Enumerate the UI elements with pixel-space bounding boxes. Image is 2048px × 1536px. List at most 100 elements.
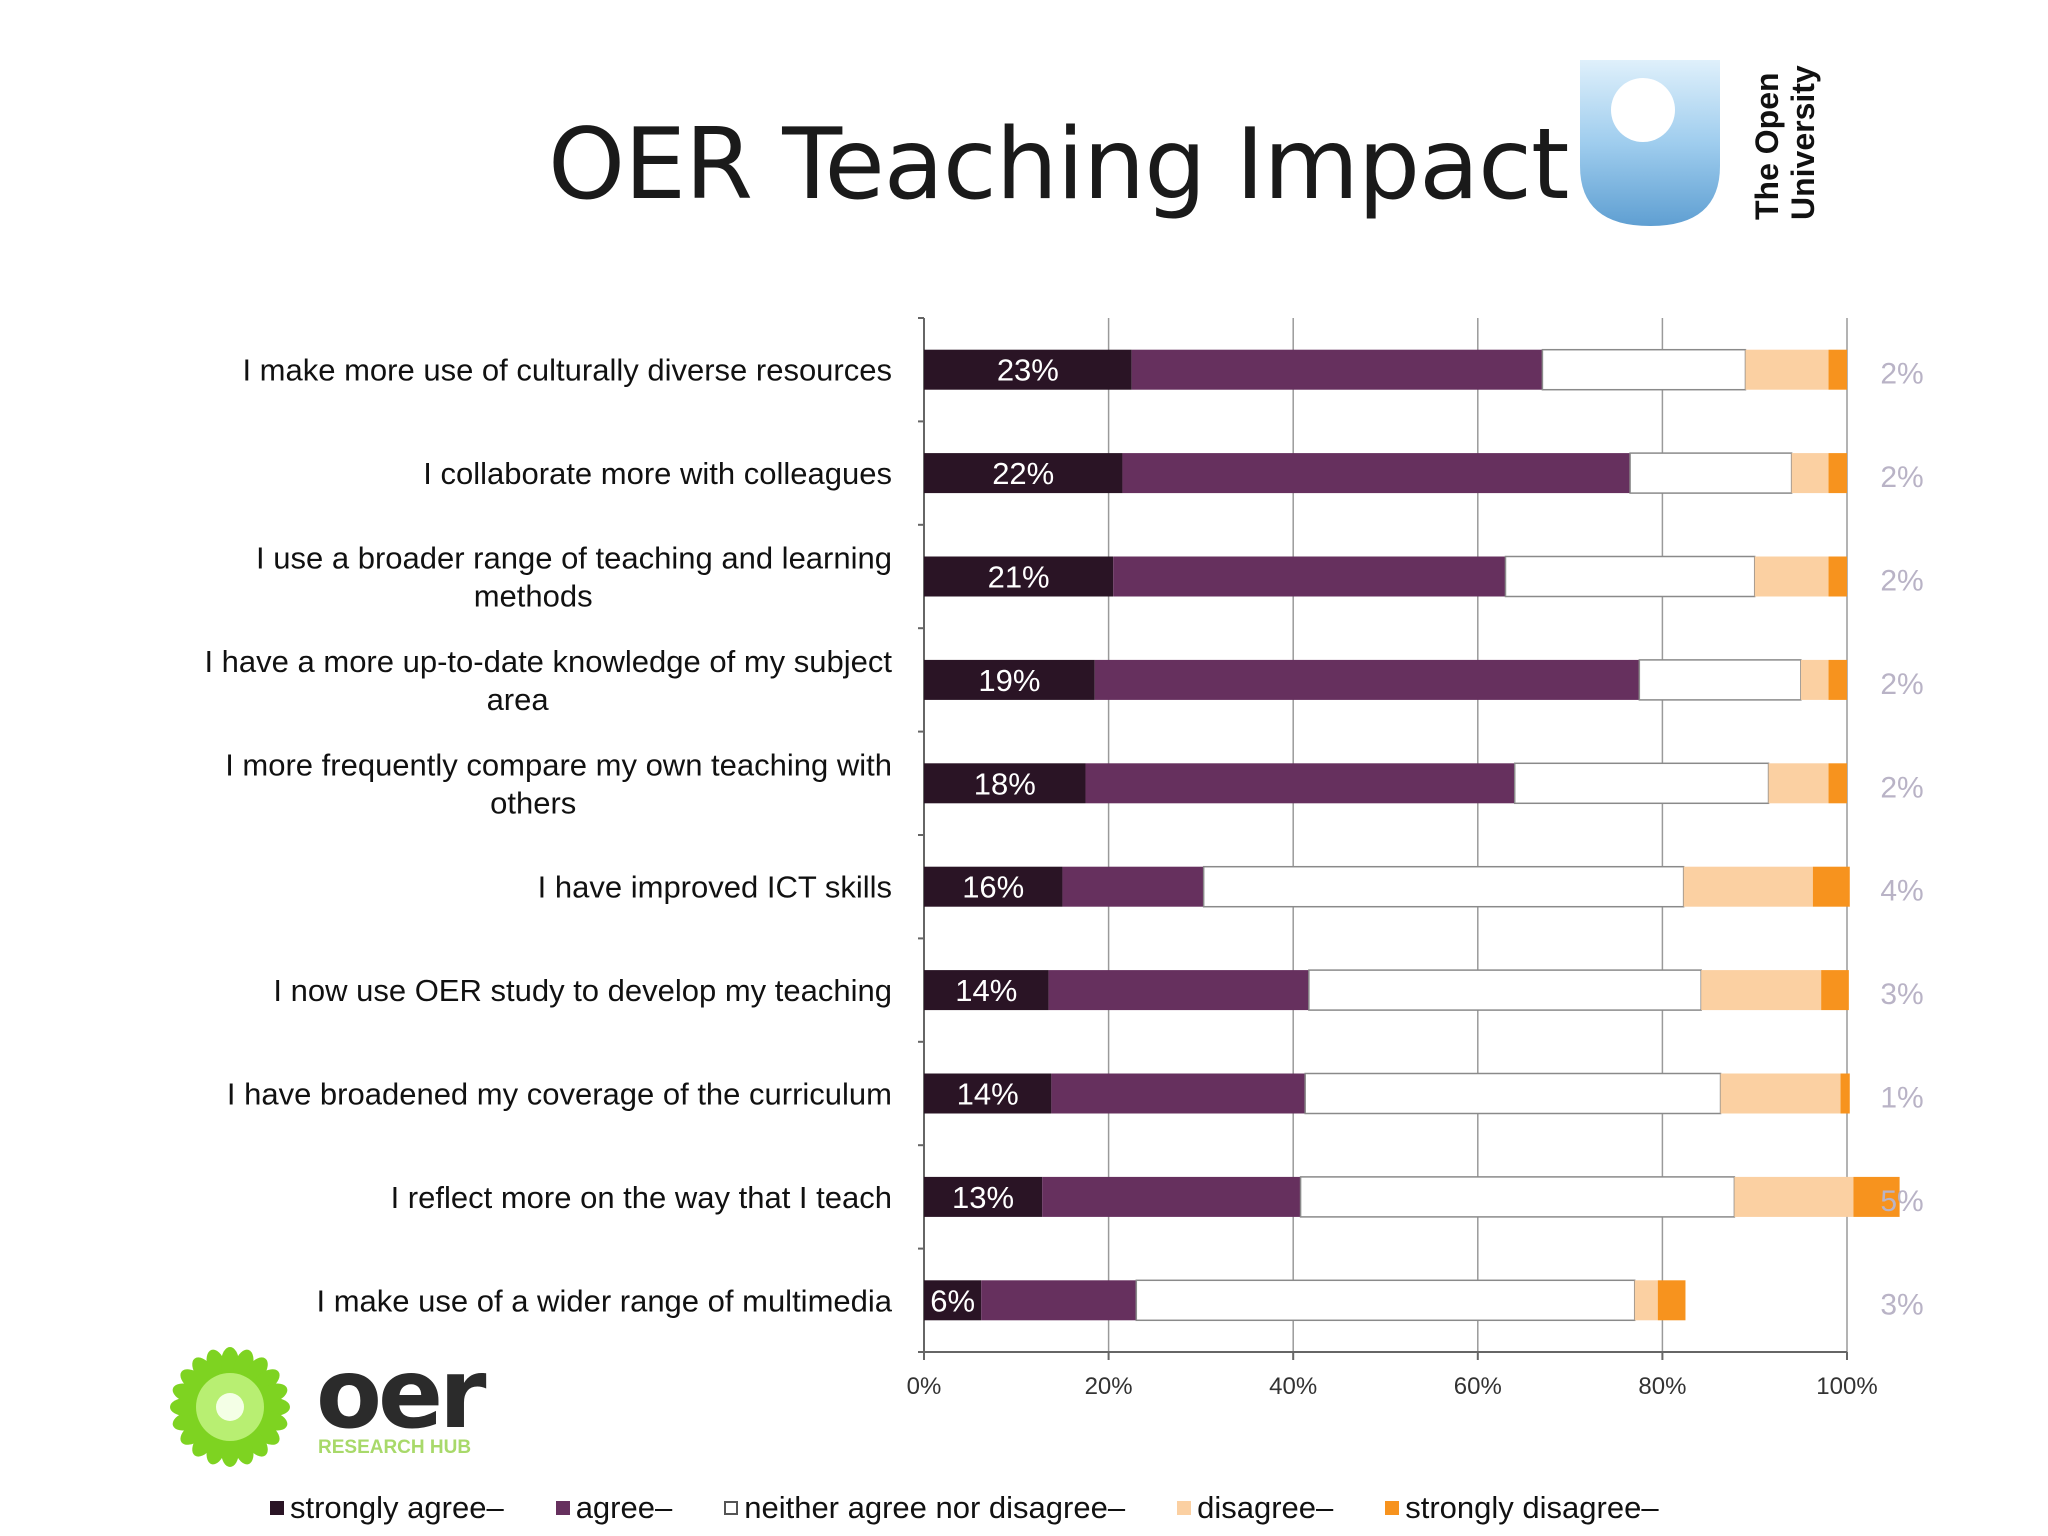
sunburst-petal	[180, 1420, 209, 1445]
bar-segment-strongly-disagree	[1828, 453, 1847, 494]
bar-value-label: 19%	[978, 663, 1040, 698]
x-tick-label: 100%	[1816, 1373, 1877, 1400]
legend-label: strongly agree–	[290, 1490, 504, 1525]
bar-value-label: 14%	[955, 973, 1017, 1008]
sunburst-petal	[243, 1428, 268, 1457]
chart-legend: strongly agree– agree– neither agree nor d…	[270, 1488, 1970, 1528]
bar-segment-strongly-agree	[924, 556, 1114, 597]
bar-value-label: 18%	[974, 766, 1036, 801]
category-label: I make more use of culturally diverse re…	[242, 353, 892, 388]
legend-swatch	[555, 1501, 570, 1515]
bar-segment-neither-agree-nor-disagree	[1513, 762, 1770, 805]
legend-label: disagree–	[1197, 1490, 1334, 1525]
bar-segment-disagree	[1768, 763, 1829, 804]
bar-segment-strongly-agree	[924, 659, 1095, 700]
end-value-label: 2%	[1880, 358, 1923, 391]
bar-segment-neither-agree-nor-disagree	[1504, 555, 1756, 598]
bar-value-label: 14%	[957, 1077, 1019, 1112]
category-label: I have improved ICT skills	[538, 870, 892, 905]
legend-swatch	[1177, 1501, 1192, 1515]
bar-segment-neither-agree-nor-disagree	[1308, 969, 1702, 1011]
bar-segment-agree	[981, 1280, 1137, 1321]
category-label: I more frequently compare my own teachin…	[225, 747, 892, 820]
bar-segment-neither-agree-nor-disagree	[1638, 659, 1802, 701]
bar-segment-strongly-agree	[924, 453, 1123, 494]
bar-segment-disagree	[1683, 866, 1813, 907]
x-tick-label: 80%	[1638, 1373, 1686, 1400]
category-label: I collaborate more with colleagues	[423, 456, 892, 491]
bar-segment-disagree	[1634, 1280, 1658, 1321]
sunburst-petal	[233, 1433, 254, 1465]
x-tick-label: 20%	[1085, 1373, 1133, 1400]
category-label: I make use of a wider range of multimedi…	[317, 1283, 893, 1318]
ou-text-line-2: University	[1785, 65, 1821, 220]
sunburst-petal	[206, 1349, 227, 1381]
bar-value-label: 22%	[992, 456, 1054, 491]
open-university-logo: The Open University	[1580, 60, 1821, 226]
sunburst-petal	[192, 1357, 217, 1386]
sunburst-petal	[251, 1369, 280, 1394]
bar-segment-neither-agree-nor-disagree	[1629, 452, 1793, 494]
sunburst-petal	[192, 1428, 217, 1457]
bar-segment-strongly-agree	[924, 1176, 1043, 1217]
legend-item: disagree–	[1177, 1490, 1333, 1526]
bar-segment-strongly-disagree	[1840, 1073, 1850, 1114]
oer-logo-subtext: RESEARCH HUB	[318, 1437, 471, 1458]
x-tick-label: 60%	[1454, 1373, 1502, 1400]
bar-segment-neither-agree-nor-disagree	[1299, 1176, 1736, 1218]
legend-label: agree–	[575, 1490, 673, 1525]
end-value-label: 5%	[1880, 1185, 1923, 1218]
sunburst-petal	[251, 1420, 280, 1445]
bar-segment-strongly-disagree	[1821, 970, 1849, 1011]
bar-segment-agree	[1094, 659, 1640, 700]
sunburst-petal	[172, 1410, 204, 1431]
bar-segment-strongly-disagree	[1828, 763, 1847, 804]
legend-swatch	[1385, 1501, 1400, 1515]
end-value-label: 3%	[1880, 1288, 1923, 1321]
legend-label: strongly disagree–	[1405, 1490, 1659, 1525]
x-tick-label: 0%	[907, 1373, 942, 1400]
bar-segment-disagree	[1800, 659, 1829, 700]
bar-segment-agree	[1113, 556, 1506, 597]
bar-value-label: 23%	[997, 353, 1059, 388]
category-label: I have a more up-to-date knowledge of my…	[204, 644, 892, 717]
bar-segment-strongly-agree	[924, 970, 1049, 1011]
sunburst-center	[216, 1393, 244, 1421]
category-label: I reflect more on the way that I teach	[391, 1180, 892, 1215]
bar-segment-strongly-agree	[924, 349, 1132, 390]
bar-segment-disagree	[1791, 453, 1829, 494]
bar-segment-strongly-agree	[924, 866, 1063, 907]
bar-segment-neither-agree-nor-disagree	[1541, 348, 1747, 391]
bar-segment-strongly-agree	[924, 1280, 982, 1321]
legend-item: strongly agree–	[270, 1490, 504, 1526]
bar-segment-strongly-agree	[924, 763, 1086, 804]
chart-title: OER Teaching Impact	[548, 108, 1569, 222]
legend-swatch	[270, 1501, 284, 1515]
legend-item: strongly disagree–	[1385, 1490, 1659, 1526]
bar-segment-neither-agree-nor-disagree	[1202, 865, 1685, 908]
bar-value-label: 13%	[952, 1180, 1014, 1215]
bar-segment-agree	[1042, 1176, 1301, 1217]
end-value-label: 3%	[1880, 978, 1923, 1011]
bar-segment-disagree	[1720, 1073, 1841, 1114]
end-value-label: 4%	[1880, 875, 1923, 908]
sunburst-petal	[243, 1357, 268, 1386]
bar-segment-agree	[1085, 763, 1515, 804]
bar-segment-agree	[1051, 1073, 1306, 1114]
bar-segment-strongly-disagree	[1828, 659, 1847, 700]
end-value-label: 2%	[1880, 668, 1923, 701]
oer-logo-text: oer	[316, 1345, 487, 1450]
legend-label: neither agree nor disagree–	[744, 1490, 1126, 1525]
bar-segment-strongly-agree	[924, 1073, 1052, 1114]
oer-sunburst-icon	[170, 1347, 290, 1467]
bar-segment-agree	[1048, 970, 1309, 1011]
bar-segment-agree	[1131, 349, 1543, 390]
bar-segment-disagree	[1701, 970, 1822, 1011]
end-value-label: 2%	[1880, 565, 1923, 598]
bar-segment-neither-agree-nor-disagree	[1304, 1072, 1722, 1115]
sunburst-petal	[180, 1369, 209, 1394]
end-value-label: 2%	[1880, 461, 1923, 494]
bar-segment-strongly-disagree	[1657, 1280, 1686, 1321]
bar-value-label: 16%	[962, 870, 1024, 905]
